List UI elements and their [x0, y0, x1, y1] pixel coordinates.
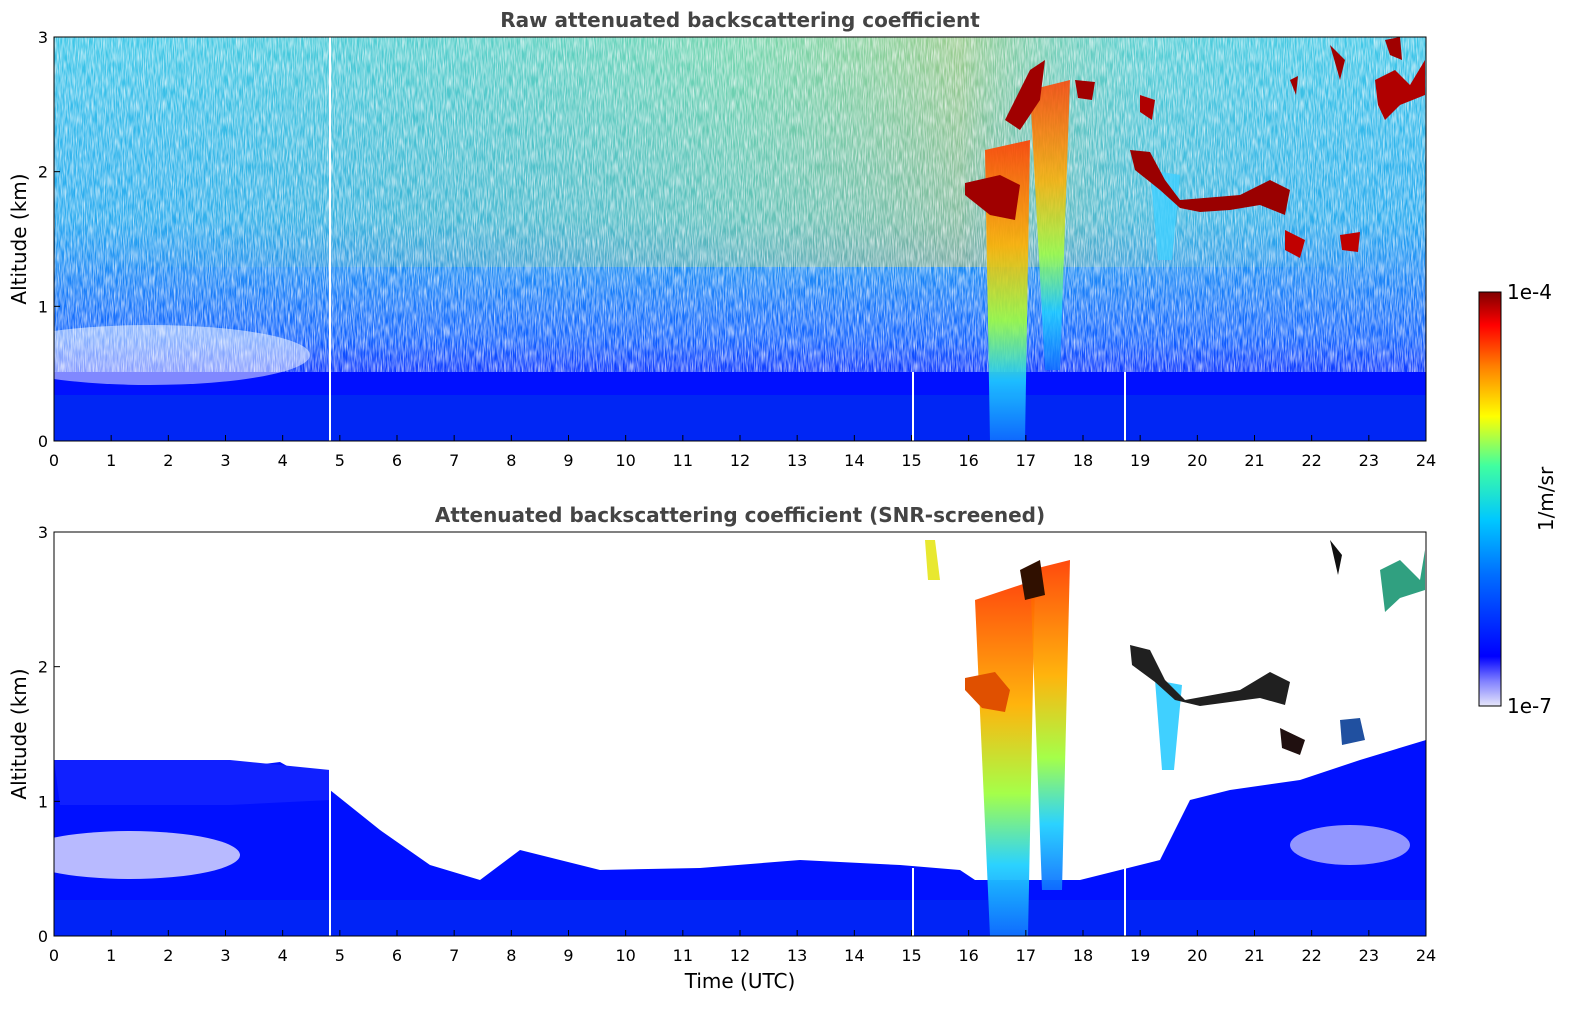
- panel-raw-x-tick-label: 5: [335, 451, 345, 470]
- panel-raw-x-tick-label: 15: [901, 451, 921, 470]
- panel-screened-x-tick-label: 23: [1359, 946, 1379, 965]
- panel-raw: Raw attenuated backscattering coefficien…: [7, 8, 1436, 470]
- panel-screened-x-tick-label: 3: [220, 946, 230, 965]
- panel-raw-x-tick-label: 22: [1301, 451, 1321, 470]
- panel-screened-x-tick-label: 6: [392, 946, 402, 965]
- colorbar-unit-label: 1/m/sr: [1534, 466, 1558, 531]
- panel-raw-x-tick-label: 3: [220, 451, 230, 470]
- panel-screened-x-tick-label: 9: [563, 946, 573, 965]
- panel-raw-x-tick-label: 19: [1130, 451, 1150, 470]
- panel-raw-x-tick-label: 11: [673, 451, 693, 470]
- panel-screened-x-tick-label: 11: [673, 946, 693, 965]
- panel-raw-x-tick-label: 9: [563, 451, 573, 470]
- panel-screened-x-tick-label: 1: [106, 946, 116, 965]
- panel-screened-x-axis: 0 1 2 3 4 5 6 7 8 9 10 11 12 13 14 15 16 17 18 19 20 21 22 23 24: [49, 930, 1436, 965]
- colorbar-min-label: 1e-7: [1507, 694, 1552, 718]
- panel-screened-x-tick-label: 7: [449, 946, 459, 965]
- panel-raw-x-tick-label: 12: [730, 451, 750, 470]
- panel-raw-x-tick-label: 17: [1016, 451, 1036, 470]
- panel-screened-x-tick-label: 15: [901, 946, 921, 965]
- panel-screened-heatmap: [54, 532, 1426, 936]
- panel-raw-x-tick-label: 13: [787, 451, 807, 470]
- panel-screened-x-tick-label: 2: [163, 946, 173, 965]
- panel-screened-x-tick-label: 16: [958, 946, 978, 965]
- panel-screened-x-tick-label: 12: [730, 946, 750, 965]
- panel-screened-x-tick-label: 14: [844, 946, 864, 965]
- panel-raw-y-tick-label: 2: [38, 163, 48, 182]
- panel-screened-x-tick-label: 4: [278, 946, 288, 965]
- panel-raw-x-axis: 0 1 2 3 4 5 6 7 8 9 10 11 12 13 14 15 16 17 18 19 20 21 22 23 24: [49, 435, 1436, 470]
- panel-screened-y-tick-label: 3: [38, 523, 48, 542]
- panel-raw-x-tick-label: 6: [392, 451, 402, 470]
- panel-screened-x-tick-label: 21: [1244, 946, 1264, 965]
- panel-screened-x-tick-label: 8: [506, 946, 516, 965]
- panel-screened-x-label: Time (UTC): [684, 969, 796, 993]
- panel-raw-y-tick-label: 1: [38, 297, 48, 316]
- panel-raw-y-tick-label: 3: [38, 28, 48, 47]
- panel-raw-x-tick-label: 21: [1244, 451, 1264, 470]
- panel-screened-x-tick-label: 20: [1187, 946, 1207, 965]
- panel-screened-x-tick-label: 13: [787, 946, 807, 965]
- panel-raw-x-tick-label: 4: [278, 451, 288, 470]
- panel-screened: Attenuated backscattering coefficient (S…: [7, 503, 1436, 993]
- panel-screened-x-tick-label: 22: [1301, 946, 1321, 965]
- panel-raw-heatmap: [54, 37, 1426, 441]
- panel-screened-y-tick-label: 2: [38, 658, 48, 677]
- panel-raw-x-tick-label: 2: [163, 451, 173, 470]
- panel-screened-x-tick-label: 18: [1073, 946, 1093, 965]
- panel-screened-y-label: Altitude (km): [7, 668, 31, 799]
- panel-raw-x-tick-label: 16: [958, 451, 978, 470]
- panel-screened-y-tick-label: 0: [38, 927, 48, 946]
- panel-screened-y-axis: 0 1 2 3: [38, 523, 60, 946]
- panel-raw-title: Raw attenuated backscattering coefficien…: [500, 8, 980, 32]
- panel-raw-x-tick-label: 8: [506, 451, 516, 470]
- panel-raw-x-tick-label: 1: [106, 451, 116, 470]
- panel-raw-y-label: Altitude (km): [7, 173, 31, 304]
- panel-raw-x-tick-label: 23: [1359, 451, 1379, 470]
- panel-raw-x-tick-label: 14: [844, 451, 864, 470]
- panel-screened-x-tick-label: 10: [615, 946, 635, 965]
- panel-raw-x-tick-label: 7: [449, 451, 459, 470]
- panel-screened-x-tick-label: 24: [1416, 946, 1436, 965]
- panel-raw-y-tick-label: 0: [38, 432, 48, 451]
- panel-screened-title: Attenuated backscattering coefficient (S…: [435, 503, 1045, 527]
- panel-raw-x-tick-label: 18: [1073, 451, 1093, 470]
- panel-screened-x-tick-label: 0: [49, 946, 59, 965]
- panel-raw-x-tick-label: 24: [1416, 451, 1436, 470]
- panel-raw-y-axis: 0 1 2 3: [38, 28, 60, 451]
- panel-raw-x-tick-label: 0: [49, 451, 59, 470]
- panel-screened-x-tick-label: 17: [1016, 946, 1036, 965]
- panel-raw-x-tick-label: 20: [1187, 451, 1207, 470]
- panel-screened-x-tick-label: 5: [335, 946, 345, 965]
- panel-screened-y-tick-label: 1: [38, 792, 48, 811]
- colorbar-gradient: [1478, 291, 1502, 707]
- colorbar: 1e-4 1e-7 1/m/sr: [1478, 280, 1558, 718]
- panel-raw-x-tick-label: 10: [615, 451, 635, 470]
- colorbar-max-label: 1e-4: [1507, 280, 1552, 304]
- panel-screened-x-tick-label: 19: [1130, 946, 1150, 965]
